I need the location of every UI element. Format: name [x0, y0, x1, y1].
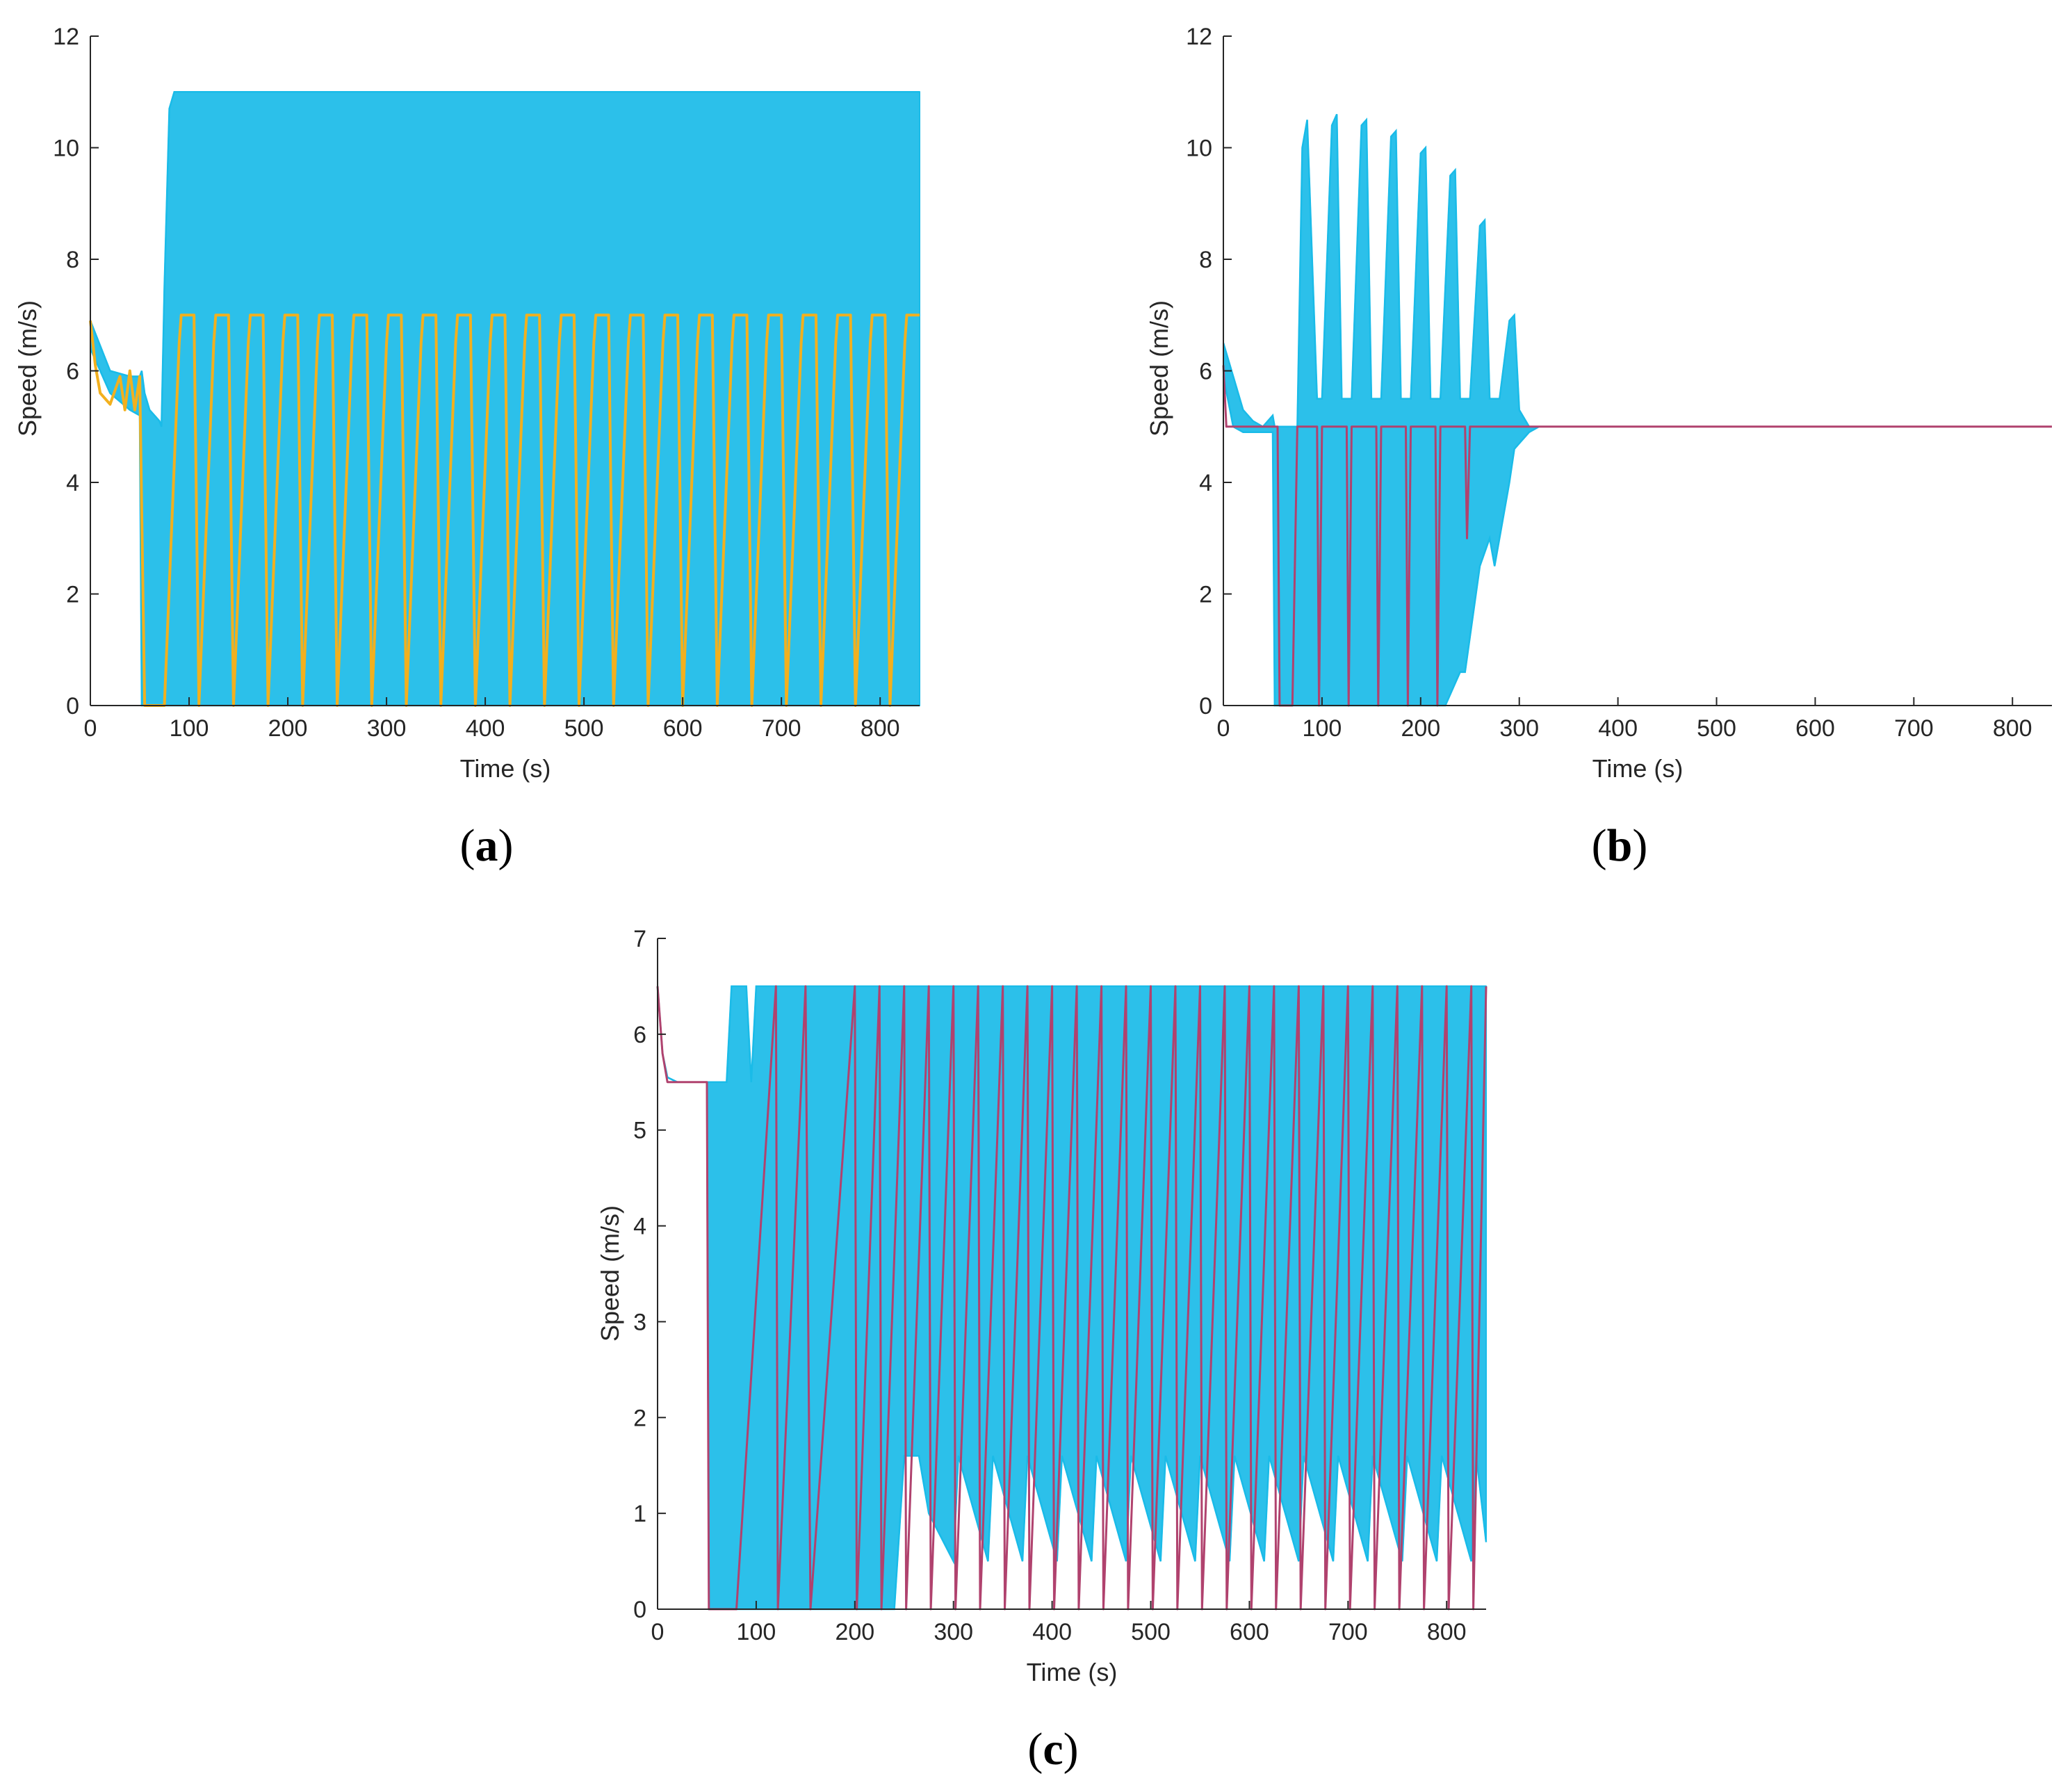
chart-b-x-tick-label: 500	[1697, 715, 1736, 742]
panel-label-a: (a)	[460, 820, 514, 871]
chart-a-y-tick-label: 0	[66, 693, 79, 719]
chart-c-highlight-line	[656, 985, 1488, 1611]
chart-c-y-tick-label: 4	[633, 1214, 646, 1240]
chart-c-x-tick-label: 600	[1230, 1619, 1269, 1645]
chart-c-y-tick-label: 0	[633, 1597, 646, 1623]
chart-a-x-tick-label: 500	[564, 715, 604, 742]
chart-a-x-tick-label: 0	[84, 715, 97, 742]
chart-c-xlabel: Time (s)	[1027, 1658, 1118, 1686]
chart-b-series-0-line	[1222, 113, 2052, 428]
chart-b-y-tick-label: 2	[1199, 582, 1212, 608]
chart-b-x-tick-label: 400	[1598, 715, 1638, 742]
chart-a-xlabel: Time (s)	[460, 754, 551, 783]
chart-c-y-tick-label: 7	[633, 926, 646, 952]
panel-c: 0 100 200 300 400 500 600 700 800 0 1 2 3 4 5 6 7 Time (…	[596, 926, 1488, 1775]
chart-b-x-tick-label: 300	[1499, 715, 1539, 742]
chart-a-highlight-line	[89, 313, 920, 707]
chart-b-x-tick-label: 600	[1795, 715, 1835, 742]
chart-b-x-tick-label: 700	[1894, 715, 1934, 742]
chart-a-y-tick-label: 10	[53, 136, 79, 162]
chart-c-plot-area: 0 100 200 300 400 500 600 700 800 0 1 2 3 4 5 6 7	[633, 926, 1488, 1645]
chart-b-x-tick-label: 0	[1217, 715, 1230, 742]
chart-c-x-tick-label: 100	[737, 1619, 776, 1645]
chart-a-x-tick-label: 300	[367, 715, 407, 742]
panel-b: 0 100 200 300 400 500 600 700 800 0 2 4 6 8 10 12 Time …	[1145, 24, 2052, 871]
chart-c-y-tick-label: 6	[633, 1022, 646, 1048]
panel-a: 0 100 200 300 400 500 600 700 800 0 2 4 6 8 10 12 Time …	[13, 24, 920, 871]
chart-b-ylabel: Speed (m/s)	[1145, 300, 1173, 437]
chart-c-x-tick-label: 800	[1427, 1619, 1467, 1645]
chart-b-xlabel: Time (s)	[1592, 754, 1684, 783]
chart-b-y-tick-label: 0	[1199, 693, 1212, 719]
chart-a-x-tick-label: 100	[170, 715, 209, 742]
chart-c-x-tick-label: 500	[1131, 1619, 1171, 1645]
chart-b-y-tick-label: 10	[1186, 136, 1212, 162]
chart-a-y-tick-label: 4	[66, 470, 79, 496]
chart-a-y-tick-label: 6	[66, 359, 79, 385]
panel-label-b: (b)	[1592, 820, 1648, 871]
chart-a-ylabel: Speed (m/s)	[13, 300, 42, 437]
chart-a-y-tick-label: 2	[66, 582, 79, 608]
chart-a-x-tick-label: 400	[466, 715, 505, 742]
chart-a-y-tick-label: 8	[66, 247, 79, 273]
chart-c-x-tick-label: 0	[651, 1619, 665, 1645]
chart-a-x-tick-label: 700	[762, 715, 801, 742]
chart-a-x-tick-label: 800	[861, 715, 900, 742]
chart-b-y-tick-label: 12	[1186, 24, 1212, 50]
chart-b-x-tick-label: 200	[1401, 715, 1440, 742]
chart-c-y-tick-label: 3	[633, 1309, 646, 1335]
chart-c-x-tick-label: 700	[1328, 1619, 1368, 1645]
chart-c-ylabel: Speed (m/s)	[596, 1205, 624, 1342]
chart-c-x-tick-label: 300	[934, 1619, 973, 1645]
chart-c-y-tick-label: 1	[633, 1501, 646, 1527]
chart-b-y-tick-label: 8	[1199, 247, 1212, 273]
chart-c-x-tick-label: 400	[1032, 1619, 1072, 1645]
chart-c-y-tick-label: 2	[633, 1405, 646, 1431]
chart-b-x-tick-label: 100	[1303, 715, 1342, 742]
chart-a-x-tick-label: 600	[663, 715, 703, 742]
chart-a-x-tick-label: 200	[268, 715, 308, 742]
chart-a-y-tick-label: 12	[53, 24, 79, 50]
chart-b-y-tick-label: 4	[1199, 470, 1212, 496]
panel-label-c: (c)	[1027, 1724, 1078, 1775]
chart-c-x-tick-label: 200	[835, 1619, 874, 1645]
chart-b-plot-area: 0 100 200 300 400 500 600 700 800 0 2 4 6 8 10 12	[1186, 24, 2052, 742]
chart-c-y-tick-label: 5	[633, 1118, 646, 1144]
chart-a-plot-area: 0 100 200 300 400 500 600 700 800 0 2 4 6 8 10 12	[53, 24, 920, 742]
chart-b-y-tick-label: 6	[1199, 359, 1212, 385]
chart-b-x-tick-label: 800	[1993, 715, 2032, 742]
